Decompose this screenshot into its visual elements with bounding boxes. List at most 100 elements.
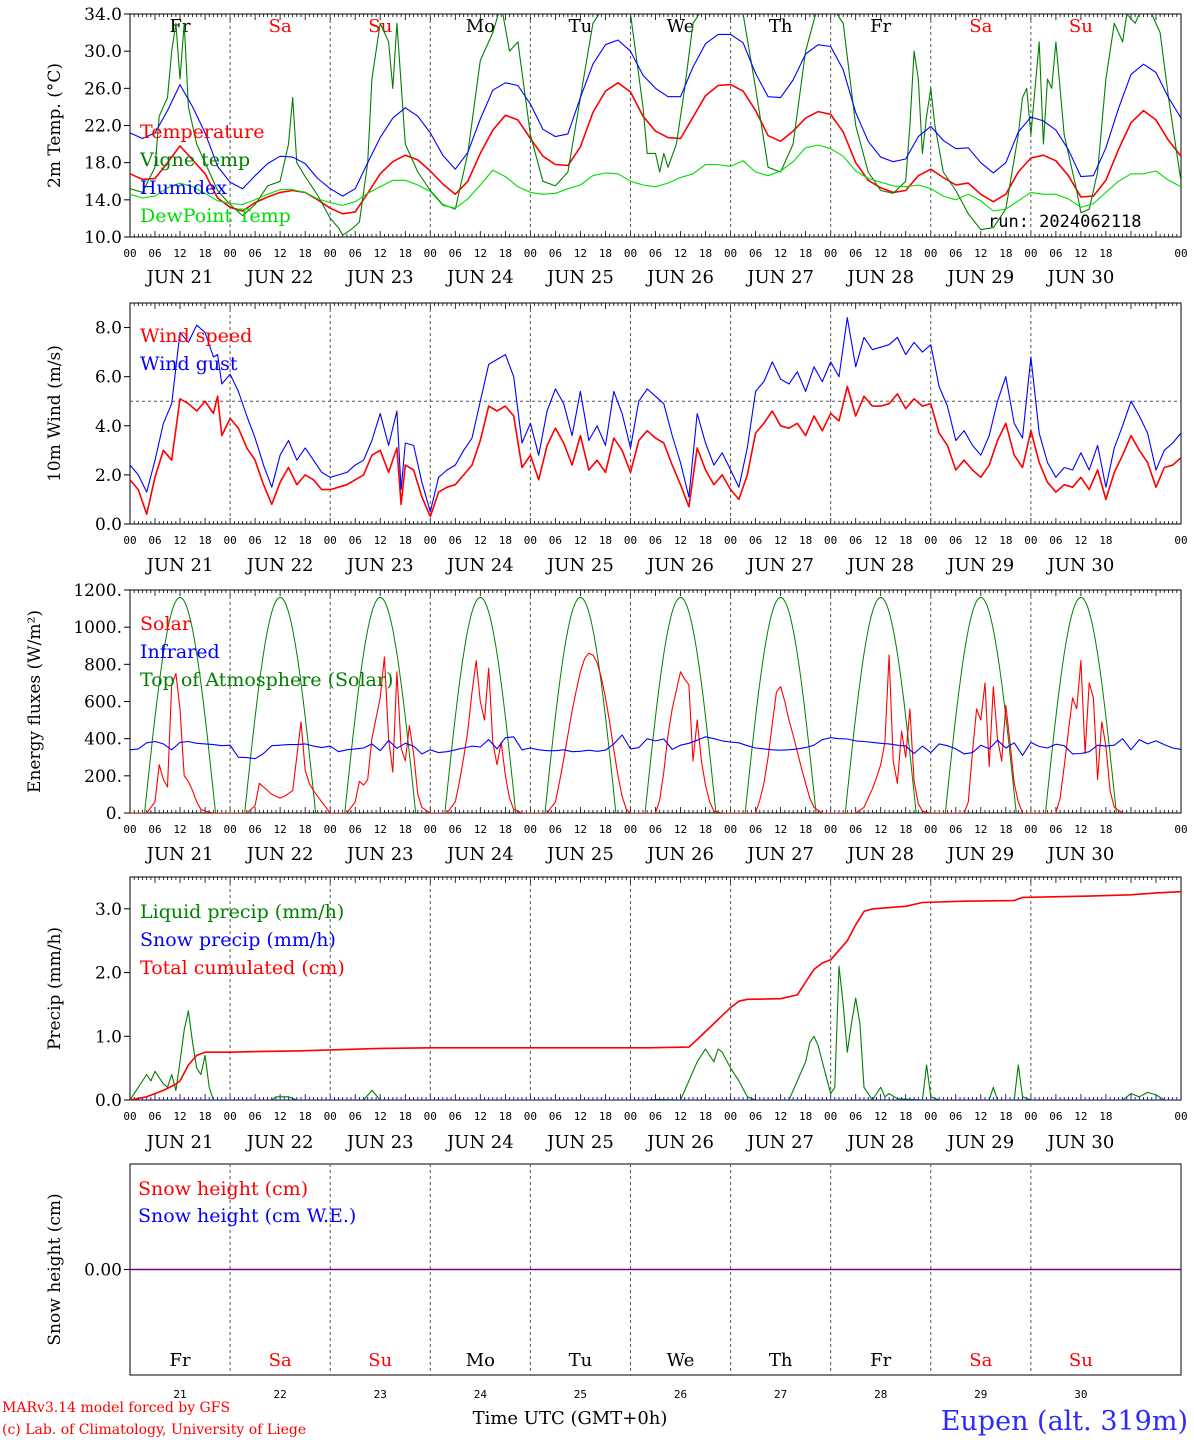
hour-label: 18 <box>399 1110 412 1123</box>
hour-label: 12 <box>173 823 186 836</box>
date-label: JUN 25 <box>545 1132 614 1153</box>
date-label: JUN 27 <box>745 844 814 865</box>
date-label: JUN 21 <box>145 267 214 288</box>
hour-label: 18 <box>1099 823 1112 836</box>
hour-label: 18 <box>799 534 812 547</box>
date-label: JUN 23 <box>345 267 414 288</box>
y-axis-title: Energy fluxes (W/m²) <box>25 610 45 793</box>
hour-label: 18 <box>999 534 1012 547</box>
hour-label: 00 <box>924 1110 937 1123</box>
hour-label: 00 <box>624 1110 637 1123</box>
hour-label: 12 <box>574 823 587 836</box>
y-tick-label: 18.0 <box>84 154 122 174</box>
hour-label: 12 <box>774 1110 787 1123</box>
hour-label: 06 <box>1049 1110 1062 1123</box>
date-label: JUN 26 <box>645 1132 714 1153</box>
series-line <box>130 965 1181 1100</box>
series-line <box>130 33 1181 197</box>
hour-label: 06 <box>148 247 161 260</box>
date-label: JUN 30 <box>1046 844 1115 865</box>
hour-label: 00 <box>924 534 937 547</box>
hour-label: 00 <box>724 534 737 547</box>
date-label: JUN 21 <box>145 1132 214 1153</box>
hour-label: 00 <box>524 247 537 260</box>
legend-entry: Snow height (cm) <box>138 1178 308 1200</box>
hour-label: 00 <box>223 247 236 260</box>
series-line <box>130 652 1123 813</box>
y-tick-label: 200. <box>84 767 122 787</box>
weekday-label: Mo <box>466 16 495 37</box>
hour-label: 00 <box>424 247 437 260</box>
weekday-label: Fr <box>870 16 891 37</box>
hour-label: 00 <box>724 823 737 836</box>
y-tick-label: 10.0 <box>84 228 122 248</box>
hour-label: 00 <box>123 1110 136 1123</box>
hour-label: 12 <box>974 534 987 547</box>
date-label: JUN 25 <box>545 555 614 576</box>
hour-label: 06 <box>849 247 862 260</box>
hour-label: 06 <box>449 823 462 836</box>
hour-label: 00 <box>524 823 537 836</box>
hour-label: 12 <box>274 534 287 547</box>
date-label: JUN 25 <box>545 267 614 288</box>
y-tick-label: 22.0 <box>84 117 122 137</box>
weekday-label: Sa <box>269 1350 292 1371</box>
weekday-label: We <box>667 16 695 37</box>
hour-label: 00 <box>1174 534 1187 547</box>
hour-label: 06 <box>849 823 862 836</box>
hour-label: 06 <box>248 247 261 260</box>
hour-label: 18 <box>599 247 612 260</box>
hour-label: 00 <box>724 1110 737 1123</box>
weekday-label: Su <box>1069 1350 1093 1371</box>
date-number: 30 <box>1074 1388 1087 1401</box>
hour-ticks <box>129 590 1182 813</box>
legend-entry: Snow height (cm W.E.) <box>138 1205 356 1227</box>
date-label: JUN 26 <box>645 555 714 576</box>
panel-5: 0.00 Snow height (cm) Snow height (cm) Snow… <box>45 1163 1182 1401</box>
date-label: JUN 26 <box>645 844 714 865</box>
hour-label: 06 <box>949 1110 962 1123</box>
hour-label: 12 <box>674 823 687 836</box>
hour-label: 00 <box>824 534 837 547</box>
y-tick-label: 14.0 <box>84 191 122 211</box>
date-label: JUN 22 <box>245 555 314 576</box>
hour-label: 12 <box>374 823 387 836</box>
date-label: JUN 29 <box>945 267 1014 288</box>
y-tick-label: 2.0 <box>95 466 122 486</box>
hour-label: 06 <box>749 823 762 836</box>
hour-label: 18 <box>599 823 612 836</box>
hour-label: 00 <box>824 1110 837 1123</box>
y-axis-title: Precip (mm/h) <box>45 927 65 1050</box>
date-label: JUN 30 <box>1046 1132 1115 1153</box>
hour-label: 00 <box>924 247 937 260</box>
hour-label: 00 <box>824 823 837 836</box>
legend-entry: Infrared <box>140 641 220 663</box>
hour-label: 00 <box>324 823 337 836</box>
date-label: JUN 28 <box>845 844 914 865</box>
hour-label: 12 <box>974 823 987 836</box>
hour-label: 18 <box>599 534 612 547</box>
hour-label: 12 <box>474 534 487 547</box>
weekday-label: Sa <box>269 16 292 37</box>
hour-label: 18 <box>198 247 211 260</box>
hour-label: 06 <box>649 247 662 260</box>
hour-label: 12 <box>874 1110 887 1123</box>
hour-label: 06 <box>649 823 662 836</box>
hour-label: 00 <box>1024 534 1037 547</box>
panel-4: 0.0 1.0 2.0 3.0 Precip (mm/h) 00 06 12 18 JUN 21 0… <box>45 876 1188 1153</box>
plot-area <box>130 14 1181 236</box>
hour-ticks <box>129 303 1182 524</box>
legend-entry: Vigne temp <box>139 149 250 171</box>
date-label: JUN 28 <box>845 267 914 288</box>
hour-label: 12 <box>974 1110 987 1123</box>
y-axis-title: 2m Temp. (°C) <box>45 63 65 188</box>
toa-solar-curve <box>244 596 317 813</box>
hour-label: 12 <box>1074 1110 1087 1123</box>
y-tick-label: 6.0 <box>95 368 122 388</box>
hour-label: 06 <box>248 823 261 836</box>
hour-label: 18 <box>999 1110 1012 1123</box>
hour-label: 00 <box>1024 823 1037 836</box>
weekday-label: Tu <box>569 1350 593 1371</box>
hour-label: 18 <box>899 823 912 836</box>
hour-label: 06 <box>349 534 362 547</box>
